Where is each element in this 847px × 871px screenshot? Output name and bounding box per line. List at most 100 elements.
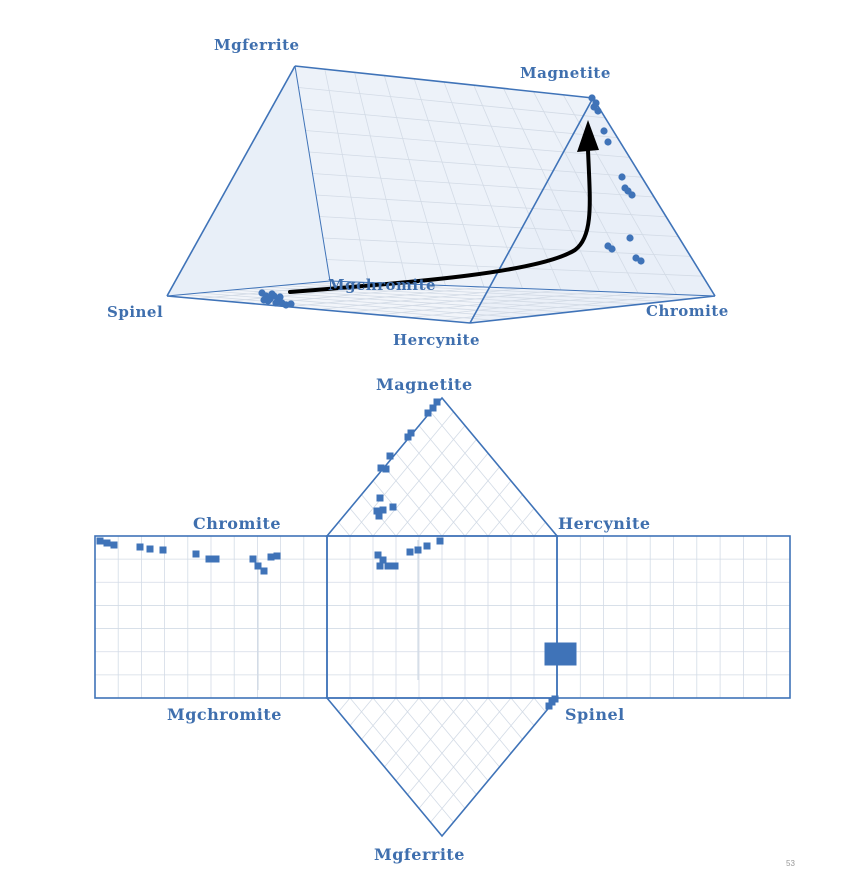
prism-label-spinel: Spinel: [107, 303, 163, 321]
net-triangle-grid-line: [372, 425, 466, 537]
net-data-point: [571, 648, 577, 654]
net-data-point: [433, 398, 441, 406]
prism-label-mgchromite: Mgchromite: [328, 276, 436, 294]
net-data-point: [553, 642, 559, 648]
prism-grid-line: [439, 294, 677, 321]
prism-edge-chromite-magnetite: [592, 97, 716, 297]
prism-data-point: [268, 290, 276, 298]
net-data-point: [565, 645, 571, 651]
net-data-point: [544, 642, 550, 648]
net-label-mgferrite: Mgferrite: [374, 845, 465, 864]
net-data-point: [379, 556, 387, 564]
net-data-point: [565, 648, 571, 654]
net-data-point: [423, 542, 431, 550]
net-data-point: [568, 645, 574, 651]
net-label-spinel: Spinel: [565, 705, 625, 724]
net-data-point: [565, 642, 571, 648]
net-data-point: [562, 645, 568, 651]
net-data-point: [544, 648, 550, 654]
net-data-point: [249, 555, 257, 563]
net-data-point: [559, 651, 565, 657]
net-triangle-grid-line: [533, 697, 546, 713]
prism-data-point: [272, 299, 280, 307]
net-data-point: [544, 660, 550, 666]
prism-data-point: [626, 234, 634, 242]
net-data-point: [553, 648, 559, 654]
net-data-point: [571, 657, 577, 663]
net-data-point: [571, 642, 577, 648]
net-triangle-grid-line: [384, 697, 443, 768]
net-right-panel: [556, 535, 791, 699]
net-data-point: [159, 546, 167, 554]
prism-data-point: [594, 107, 602, 115]
net-data-point: [406, 548, 414, 556]
prism-data-point: [637, 257, 645, 265]
net-data-point: [544, 657, 550, 663]
prism-grid-line: [348, 289, 562, 313]
net-data-point: [376, 494, 384, 502]
net-data-point: [544, 651, 550, 657]
net-label-magnetite: Magnetite: [376, 375, 473, 394]
net-data-point: [565, 651, 571, 657]
net-data-point: [373, 507, 381, 515]
net-data-point: [386, 452, 394, 460]
net-data-point: [562, 660, 568, 666]
net-data-point: [550, 657, 556, 663]
prism-data-points: [258, 94, 645, 309]
prism-data-point: [588, 94, 596, 102]
net-frame: [94, 396, 791, 838]
net-triangle-grid-line: [407, 439, 489, 537]
net-triangle-grid-line: [372, 697, 466, 809]
net-data-point: [414, 546, 422, 554]
net-triangle-grid-line: [430, 697, 535, 823]
prism-grid-line: [562, 94, 677, 295]
net-data-point: [568, 660, 574, 666]
net-data-point: [550, 651, 556, 657]
prism-data-point: [618, 173, 626, 181]
net-data-point: [559, 654, 565, 660]
net-label-mgchromite: Mgchromite: [167, 705, 282, 724]
net-data-point: [551, 695, 559, 703]
net-data-point: [146, 545, 154, 553]
net-data-point: [429, 404, 437, 412]
net-triangle-grid-line: [418, 425, 512, 537]
net-data-point: [565, 660, 571, 666]
net-label-chromite: Chromite: [193, 514, 281, 533]
net-data-point: [556, 648, 562, 654]
net-data-point: [553, 645, 559, 651]
prism-data-point: [608, 245, 616, 253]
net-data-point: [545, 702, 553, 710]
net-data-point: [556, 654, 562, 660]
net-data-point: [407, 429, 415, 437]
prism-edge-hercynite-chromite: [469, 295, 716, 324]
prism-grid-line: [503, 88, 600, 292]
net-data-point: [547, 645, 553, 651]
prism-grid-line: [315, 194, 667, 218]
net-data-point: [556, 651, 562, 657]
net-data-point: [571, 645, 577, 651]
net-data-point: [384, 562, 392, 570]
net-triangle-grid-line: [338, 697, 351, 713]
net-data-point: [571, 660, 577, 666]
net-data-point: [547, 654, 553, 660]
net-triangle-grid-line: [349, 411, 454, 537]
net-data-point: [424, 409, 432, 417]
net-data-point: [547, 660, 553, 666]
prism-label-mgferrite: Mgferrite: [214, 36, 300, 54]
net-data-point: [377, 464, 385, 472]
prism-edge-top: [294, 65, 594, 99]
net-data-point: [562, 642, 568, 648]
net-data-point: [404, 433, 412, 441]
prism-edge-hercynite-magnetite: [469, 97, 594, 324]
net-data-point: [562, 651, 568, 657]
net-data-point: [254, 562, 262, 570]
net-triangle-grid-line: [384, 466, 443, 537]
prism-grid-line: [409, 292, 639, 318]
net-triangle-grid-line: [418, 697, 512, 809]
net-triangle-grid-line: [441, 697, 500, 768]
net-data-point: [436, 537, 444, 545]
prism-edge-spinel-mgchromite: [166, 280, 331, 297]
net-triangle-grid-line: [395, 697, 477, 795]
net-data-point: [96, 537, 104, 545]
net-data-point: [273, 552, 281, 560]
